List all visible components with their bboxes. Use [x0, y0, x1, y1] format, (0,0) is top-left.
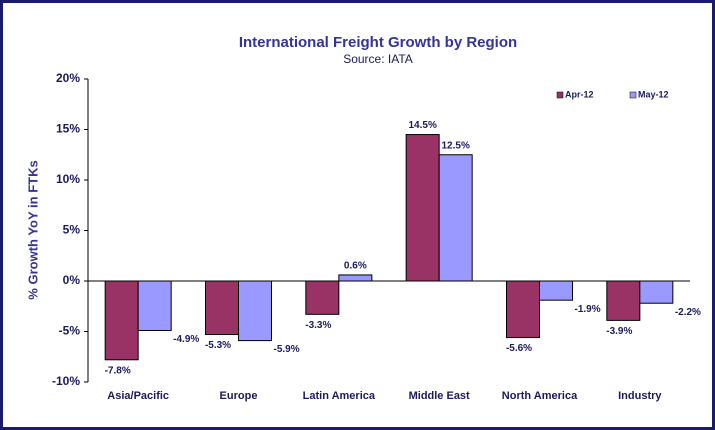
y-tick-label: 15%	[56, 122, 80, 136]
legend-label: May-12	[638, 89, 669, 99]
bar	[639, 280, 674, 304]
bar	[338, 274, 373, 282]
bar	[305, 280, 340, 315]
value-label: -4.9%	[173, 334, 199, 345]
legend-label: Apr-12	[565, 89, 594, 99]
value-label: -2.2%	[675, 307, 701, 318]
x-tick-label: Middle East	[409, 390, 470, 402]
y-tick-label: 20%	[56, 71, 80, 85]
x-tick-label: Industry	[618, 390, 662, 402]
x-tick-label: North America	[502, 390, 578, 402]
value-label: 0.6%	[344, 261, 367, 272]
y-tick-label: 10%	[56, 172, 80, 186]
x-tick-label: Europe	[220, 390, 258, 402]
x-tick-label: Latin America	[303, 390, 376, 402]
value-label: -5.9%	[274, 344, 300, 355]
bar	[137, 280, 172, 331]
legend-swatch	[629, 91, 637, 99]
bar	[539, 280, 573, 301]
value-label: 14.5%	[408, 120, 436, 131]
value-label: 12.5%	[441, 140, 469, 151]
legend-swatch	[556, 91, 564, 99]
bar	[405, 134, 440, 282]
value-label: -3.9%	[606, 326, 632, 337]
value-label: -5.3%	[205, 340, 231, 351]
y-tick-label: 5%	[63, 223, 81, 237]
bar	[606, 280, 641, 321]
value-label: -3.3%	[305, 320, 331, 331]
y-tick-label: -5%	[59, 324, 81, 338]
chart-subtitle: Source: IATA	[343, 52, 413, 66]
y-axis-label: % Growth YoY in FTKs	[25, 160, 40, 299]
y-tick-label: 0%	[63, 273, 81, 287]
bar	[104, 280, 139, 361]
bar	[205, 280, 239, 336]
value-label: -5.6%	[506, 343, 532, 354]
bar	[506, 280, 540, 339]
y-tick-label: -10%	[52, 374, 80, 388]
bar	[438, 154, 473, 282]
value-label: -1.9%	[575, 304, 601, 315]
chart-title: International Freight Growth by Region	[239, 34, 517, 51]
x-tick-label: Asia/Pacific	[107, 390, 169, 402]
bar	[238, 280, 272, 342]
value-label: -7.8%	[105, 365, 131, 376]
